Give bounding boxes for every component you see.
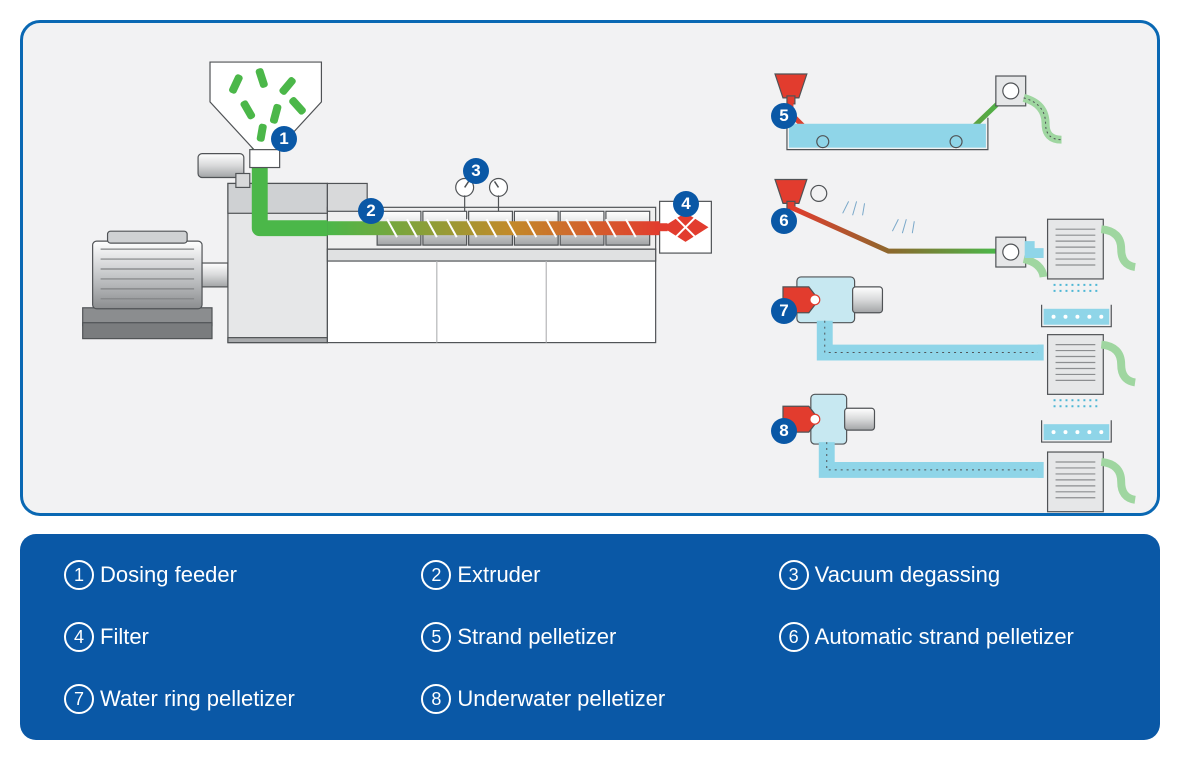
legend-item-5: 5 Strand pelletizer: [421, 622, 758, 652]
diagram-svg: [23, 23, 1157, 513]
dryer-unit-2: [1038, 335, 1135, 442]
legend-item-2: 2 Extruder: [421, 560, 758, 590]
badge-8: 8: [771, 418, 797, 444]
legend-label-6: Automatic strand pelletizer: [815, 624, 1074, 650]
legend-num-5: 5: [421, 622, 451, 652]
main-machine: [83, 62, 712, 343]
legend-num-2: 2: [421, 560, 451, 590]
branch-5: [775, 74, 1061, 150]
badge-1: 1: [271, 126, 297, 152]
legend-panel: 1 Dosing feeder 2 Extruder 3 Vacuum dega…: [20, 534, 1160, 740]
badge-2: 2: [358, 198, 384, 224]
legend-num-7: 7: [64, 684, 94, 714]
legend-label-4: Filter: [100, 624, 149, 650]
branch-8: [783, 394, 1044, 470]
badge-3: 3: [463, 158, 489, 184]
legend-label-1: Dosing feeder: [100, 562, 237, 588]
badge-5: 5: [771, 103, 797, 129]
badge-4: 4: [673, 191, 699, 217]
legend-item-1: 1 Dosing feeder: [64, 560, 401, 590]
legend-label-3: Vacuum degassing: [815, 562, 1001, 588]
legend-item-7: 7 Water ring pelletizer: [64, 684, 401, 714]
legend-item-6: 6 Automatic strand pelletizer: [779, 622, 1116, 652]
legend-item-3: 3 Vacuum degassing: [779, 560, 1116, 590]
legend-label-5: Strand pelletizer: [457, 624, 616, 650]
legend-num-8: 8: [421, 684, 451, 714]
legend-label-7: Water ring pelletizer: [100, 686, 295, 712]
legend-num-6: 6: [779, 622, 809, 652]
legend-num-3: 3: [779, 560, 809, 590]
dryer-unit-3: [1038, 452, 1135, 513]
diagram-panel: 1 2 3 4 5 6 7 8: [20, 20, 1160, 516]
legend-num-4: 4: [64, 622, 94, 652]
branch-6: [775, 179, 1044, 276]
badge-6: 6: [771, 208, 797, 234]
legend-item-8: 8 Underwater pelletizer: [421, 684, 758, 714]
branch-7: [783, 277, 1044, 353]
legend-label-2: Extruder: [457, 562, 540, 588]
legend-item-4: 4 Filter: [64, 622, 401, 652]
badge-7: 7: [771, 298, 797, 324]
legend-label-8: Underwater pelletizer: [457, 686, 665, 712]
legend-num-1: 1: [64, 560, 94, 590]
